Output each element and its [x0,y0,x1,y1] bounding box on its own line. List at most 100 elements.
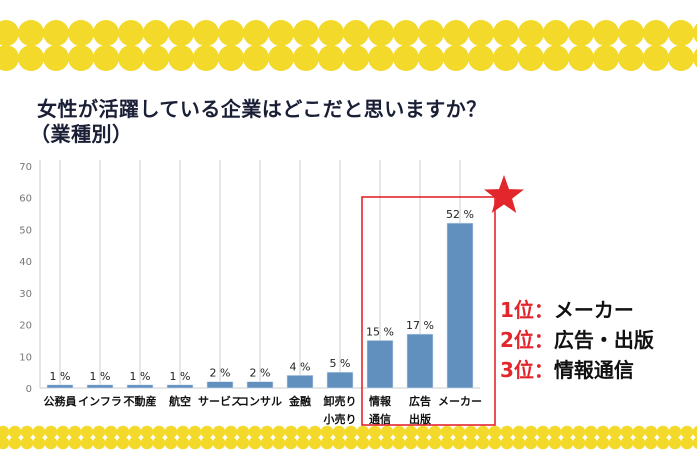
dot [393,20,419,46]
y-tick-label: 30 [19,289,32,300]
dot [404,425,418,439]
y-tick-label: 50 [19,225,32,236]
x-tick-label-line: 航空 [169,394,191,408]
x-tick-label-line: 出版 [409,412,431,426]
dot [284,436,298,450]
dot [443,45,469,71]
bar [286,375,314,389]
dot [500,425,514,439]
dot [380,425,394,439]
dot [468,45,494,71]
dot [343,45,369,71]
dot [568,45,594,71]
x-tick-label-line: インフラ [78,395,122,408]
y-tick-label: 60 [19,194,32,205]
x-tick-label-line: 不動産 [124,394,157,408]
dot [418,20,444,46]
dot [152,436,166,450]
dot [608,436,622,450]
dot [164,436,178,450]
x-tick-label: 航空 [169,394,191,408]
dot [493,45,519,71]
dot [193,45,219,71]
dot [418,45,444,71]
dot [218,45,244,71]
dot [620,425,634,439]
dot [92,425,106,439]
dot [500,436,514,450]
rank-position: 3位 [500,358,534,382]
dot [518,20,544,46]
dot [692,437,697,449]
dot [143,20,169,46]
data-label: 15 % [366,325,394,338]
bar [326,371,354,389]
dot [668,436,682,450]
dot [644,436,658,450]
dot [56,436,70,450]
ranking-2: 2位：広告・出版 [500,324,654,353]
dot [392,425,406,439]
dot [0,20,19,46]
dot [116,436,130,450]
dot [200,436,214,450]
x-tick-label: 情報通信 [369,394,392,426]
x-tick-label: サービス [198,394,242,408]
dot [224,425,238,439]
dot [0,425,10,439]
dot [620,436,634,450]
dot [356,425,370,439]
dot [236,425,250,439]
dot [0,436,10,450]
bar [446,222,474,389]
dot [168,45,194,71]
dot [320,425,334,439]
x-tick-label-line: 広告 [409,394,431,408]
dot [524,425,538,439]
dot [344,436,358,450]
dot [296,436,310,450]
dot [236,436,250,450]
dot [193,20,219,46]
rank-colon: ： [533,298,554,322]
dot [368,425,382,439]
dot [543,45,569,71]
dot [243,20,269,46]
dot [524,436,538,450]
data-label: 5 % [330,357,351,370]
dot [318,45,344,71]
dot [443,20,469,46]
dot [632,436,646,450]
dot [568,20,594,46]
dot [548,425,562,439]
x-tick-label-line: 小売り [323,412,357,426]
dot [618,45,644,71]
dot [118,20,144,46]
rank-name: 情報通信 [553,358,634,382]
dot [140,425,154,439]
dot [593,20,619,46]
rank-colon: ： [533,358,554,382]
dot [493,20,519,46]
dot [584,425,598,439]
dot [68,20,94,46]
dot [680,425,694,439]
dot [93,20,119,46]
dot [440,436,454,450]
y-tick-label: 40 [19,257,32,268]
dot [643,20,669,46]
rank-name: メーカー [553,298,634,322]
dot [344,425,358,439]
dot [44,436,58,450]
ranking-1: 1位：メーカー [500,294,634,323]
dot [168,20,194,46]
x-tick-label: 卸売り小売り [323,394,357,426]
dot [464,436,478,450]
dot [643,45,669,71]
data-label: 52 % [446,208,474,221]
y-tick-label: 20 [19,321,32,332]
chart-subtitle: （業種別） [30,122,133,146]
data-label: 1 % [50,370,71,383]
dot [0,45,19,71]
dot [140,436,154,450]
